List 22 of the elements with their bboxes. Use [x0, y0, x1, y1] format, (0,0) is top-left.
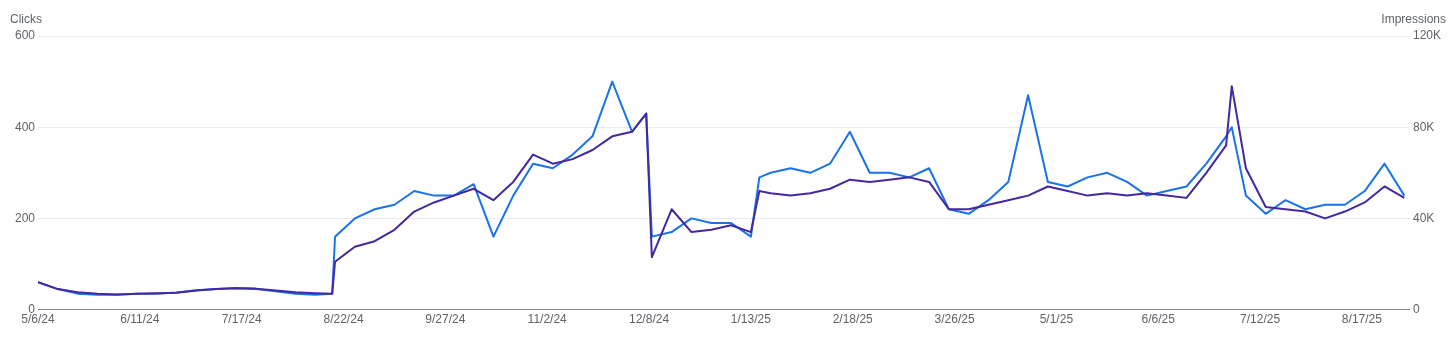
x-tick-label: 1/13/25 [730, 312, 772, 327]
y-tick-label: 400 [14, 119, 36, 134]
y-tick-label: 200 [14, 210, 36, 225]
y2-tick-label: 120K [1412, 28, 1442, 43]
x-tick-label: 5/1/25 [1039, 312, 1074, 327]
x-tick-label: 7/12/25 [1240, 312, 1281, 327]
y2-axis-title: Impressions [1381, 12, 1446, 27]
y2-tick-label: 0 [1412, 301, 1420, 316]
x-tick-label: 8/17/25 [1341, 312, 1383, 327]
x-tick-label: 3/26/25 [934, 312, 975, 327]
x-tick-label: 6/6/25 [1141, 312, 1176, 327]
x-tick-label: 8/22/24 [323, 312, 364, 327]
y-tick-label: 600 [14, 28, 36, 43]
x-tick-label: 6/11/24 [120, 312, 160, 327]
y2-tick-label: 80K [1412, 119, 1435, 134]
x-tick-label: 12/8/24 [629, 312, 670, 327]
x-tick-label: 2/18/25 [832, 312, 874, 327]
x-tick-label: 9/27/24 [425, 312, 466, 327]
x-tick-label: 11/2/24 [527, 312, 568, 327]
y-axis-title: Clicks [10, 12, 42, 27]
y2-tick-label: 40K [1412, 210, 1435, 225]
x-tick-label: 7/17/24 [221, 312, 263, 327]
